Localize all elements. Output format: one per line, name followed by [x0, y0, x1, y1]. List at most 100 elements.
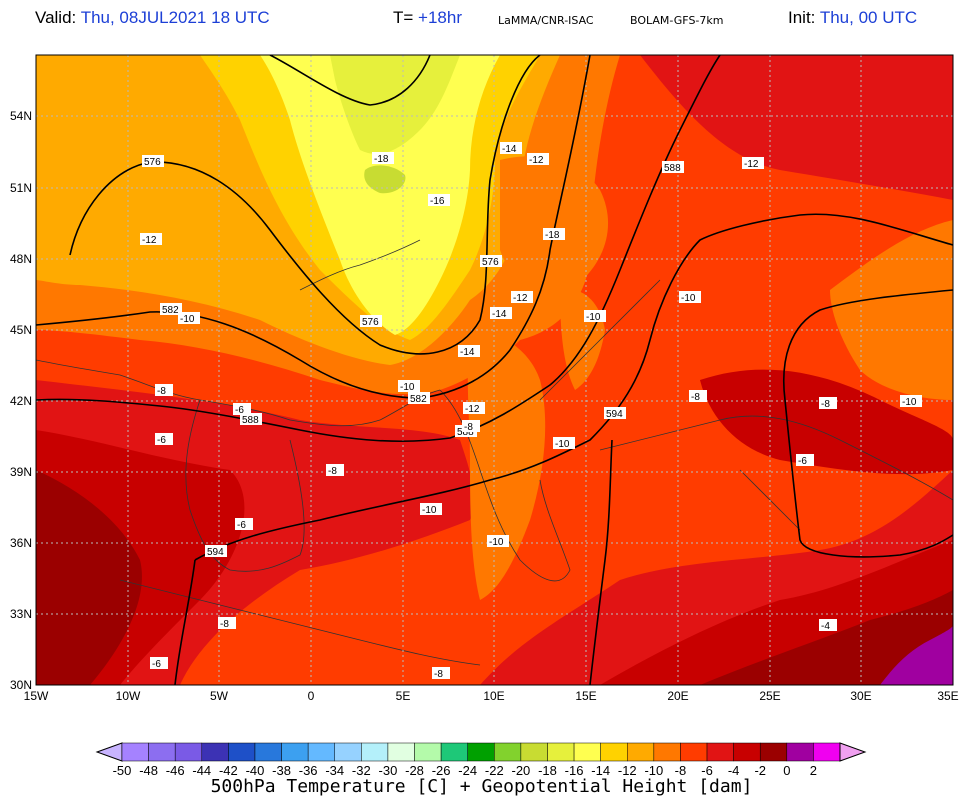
- colorbar-tick-label: -32: [352, 763, 371, 778]
- temp-label: -8: [432, 667, 450, 680]
- temp-label: -10: [178, 312, 200, 325]
- height-contour-labels: 576 576 576 582 582 588 588 588 594 594: [142, 155, 684, 558]
- svg-text:-18: -18: [545, 230, 560, 241]
- temp-label: -8: [689, 390, 707, 403]
- svg-text:576: 576: [144, 157, 161, 168]
- colorbar-swatch: [440, 742, 468, 762]
- colorbar-swatch: [706, 742, 734, 762]
- lat-label: 30N: [10, 678, 32, 692]
- lon-label: 35E: [937, 689, 958, 703]
- temp-label: -12: [463, 402, 485, 415]
- temp-label: -8: [155, 384, 173, 397]
- svg-text:-12: -12: [529, 155, 544, 166]
- temp-label: -12: [140, 233, 162, 246]
- svg-text:-14: -14: [460, 347, 475, 358]
- svg-text:-10: -10: [555, 439, 570, 450]
- colorbar-tick-label: -38: [272, 763, 291, 778]
- colorbar-tick-label: -34: [325, 763, 344, 778]
- colorbar-tick-label: -42: [219, 763, 238, 778]
- svg-text:-6: -6: [798, 456, 807, 467]
- colorbar-swatch: [334, 742, 362, 762]
- lon-label: 10E: [483, 689, 504, 703]
- lat-label: 54N: [10, 109, 32, 123]
- svg-text:-14: -14: [502, 144, 517, 155]
- lon-label: 30E: [850, 689, 871, 703]
- colorbar-swatch: [733, 742, 761, 762]
- temp-label: -6: [796, 454, 814, 467]
- temp-label: -14: [500, 142, 522, 155]
- temp-label: -6: [155, 433, 173, 446]
- colorbar-swatch: [759, 742, 788, 762]
- svg-text:-14: -14: [492, 309, 507, 320]
- svg-text:-6: -6: [237, 520, 246, 531]
- svg-text:-6: -6: [235, 405, 244, 416]
- t-value: +18hr: [418, 8, 462, 27]
- svg-text:588: 588: [242, 415, 259, 426]
- model-label: BOLAM-GFS-7km: [630, 14, 724, 27]
- colorbar-swatch: [680, 742, 708, 762]
- colorbar-tick-label: 0: [783, 763, 790, 778]
- colorbar-tick-label: -40: [246, 763, 265, 778]
- temp-label: -14: [458, 345, 480, 358]
- temp-label: -6: [235, 518, 253, 531]
- colorbar-tick-label: -26: [432, 763, 451, 778]
- colorbar-tick-label: -22: [485, 763, 504, 778]
- lon-label: 20E: [667, 689, 688, 703]
- colorbar-tick-label: -20: [511, 763, 530, 778]
- colorbar-tick-label: -12: [618, 763, 637, 778]
- svg-text:-8: -8: [821, 399, 830, 410]
- colorbar-swatch: [281, 742, 309, 762]
- temp-label: -10: [487, 535, 509, 548]
- colorbar-swatch: [121, 742, 149, 762]
- svg-text:588: 588: [664, 163, 681, 174]
- colorbar-right-arrow: [839, 742, 867, 762]
- temp-label: -8: [819, 397, 837, 410]
- valid-label: Valid:: [35, 8, 77, 27]
- colorbar-tick-label: -46: [166, 763, 185, 778]
- svg-text:-10: -10: [422, 505, 437, 516]
- colorbar-swatch: [547, 742, 575, 762]
- svg-text:-10: -10: [681, 293, 696, 304]
- t-label: T=: [393, 8, 414, 27]
- colorbar-swatch: [653, 742, 681, 762]
- colorbar-tick-label: -10: [644, 763, 663, 778]
- svg-text:-10: -10: [586, 312, 601, 323]
- colorbar-swatch: [307, 742, 335, 762]
- svg-text:594: 594: [606, 409, 623, 420]
- svg-text:-12: -12: [465, 404, 480, 415]
- lat-label: 33N: [10, 607, 32, 621]
- colorbar-tick-label: -2: [754, 763, 766, 778]
- colorbar-tick-label: -4: [728, 763, 740, 778]
- svg-text:-8: -8: [691, 392, 700, 403]
- temp-label: -12: [511, 291, 533, 304]
- colorbar-swatch: [573, 742, 601, 762]
- height-label: 582: [408, 392, 430, 405]
- height-label: 594: [205, 545, 227, 558]
- colorbar-swatch: [228, 742, 256, 762]
- height-label: 594: [604, 407, 626, 420]
- svg-text:-12: -12: [744, 159, 759, 170]
- svg-text:-18: -18: [374, 154, 389, 165]
- lat-label: 42N: [10, 394, 32, 408]
- colorbar-tick-label: -24: [458, 763, 477, 778]
- colorbar-swatch: [813, 742, 841, 762]
- colorbar-tick-label: -48: [139, 763, 158, 778]
- svg-text:-8: -8: [328, 466, 337, 477]
- svg-text:-6: -6: [152, 659, 161, 670]
- colorbar-swatch: [201, 742, 229, 762]
- colorbar-tick-label: -30: [379, 763, 398, 778]
- colorbar-left-arrow: [95, 742, 123, 762]
- colorbar-swatch: [467, 742, 495, 762]
- svg-text:-12: -12: [142, 235, 157, 246]
- init-value: Thu, 00 UTC: [819, 8, 918, 27]
- colorbar-tick-label: 2: [810, 763, 817, 778]
- colorbar-swatch: [627, 742, 655, 762]
- init-label: Init:: [788, 8, 816, 27]
- height-label: 576: [142, 155, 164, 168]
- colorbar-tick-label: -44: [192, 763, 211, 778]
- colorbar-tick-label: -16: [565, 763, 584, 778]
- temp-label: -12: [742, 157, 764, 170]
- longitude-labels: 15W 10W 5W 0 5E 10E 15E 20E 25E 30E 35E: [24, 689, 959, 703]
- colorbar-swatch: [387, 742, 415, 762]
